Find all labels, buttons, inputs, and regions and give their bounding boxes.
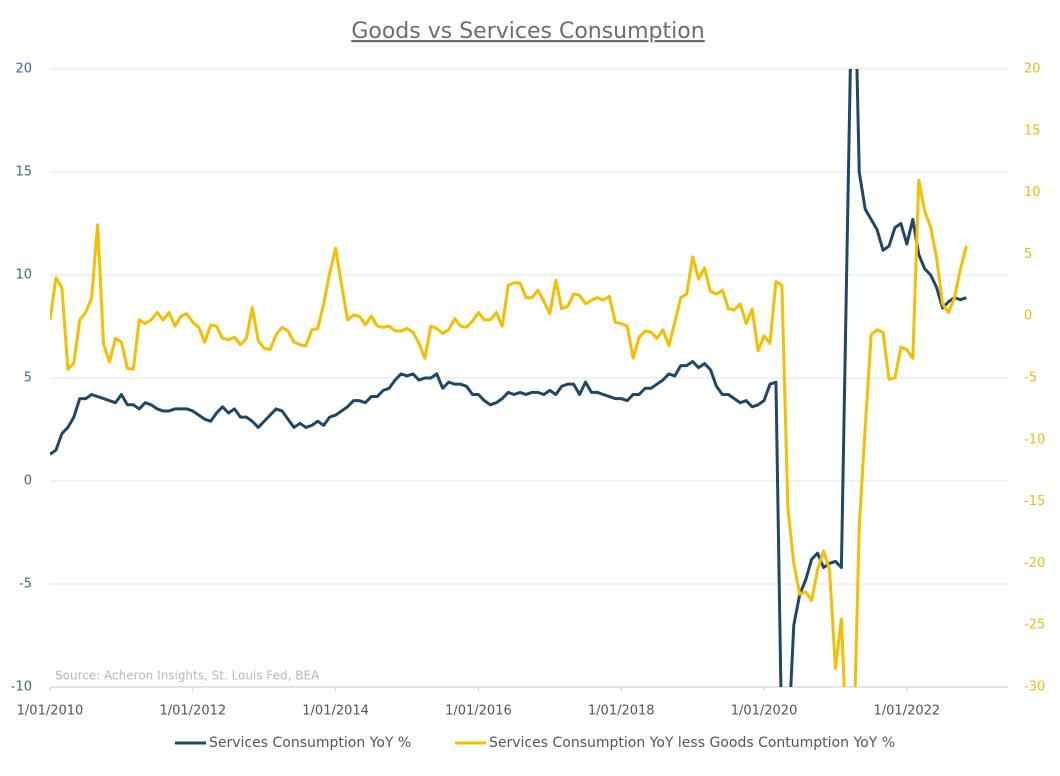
legend: Services Consumption YoY % Services Consu… (175, 735, 895, 751)
x-tick-label: 1/01/2022 (874, 704, 941, 719)
x-tick-label: 1/01/2018 (588, 704, 655, 719)
axes: -10 -5 0 5 10 15 20 -30 -25 -20 -15 -10 -5 0 5 10 15 20 1/… (11, 62, 1045, 719)
y-tick-label: 20 (15, 62, 32, 77)
y-tick-label: -5 (19, 577, 32, 592)
y2-tick-label: -20 (1024, 556, 1045, 571)
y-tick-label: 0 (24, 474, 32, 489)
y2-tick-label: -5 (1024, 371, 1037, 386)
y2-tick-label: 0 (1024, 309, 1032, 324)
series-line (50, 69, 967, 687)
series-line (50, 178, 968, 687)
legend-label: Services Consumption YoY % (209, 735, 411, 751)
y-tick-label: 10 (15, 268, 32, 283)
x-tick-label: 1/01/2020 (731, 704, 798, 719)
y2-tick-label: -30 (1024, 680, 1045, 695)
chart-title: Goods vs Services Consumption (351, 19, 704, 44)
x-tick-label: 1/01/2016 (445, 704, 512, 719)
y2-tick-label: 20 (1024, 62, 1041, 77)
grid (50, 68, 1008, 688)
x-tick-label: 1/01/2014 (302, 704, 369, 719)
source-note: Source: Acheron Insights, St. Louis Fed,… (55, 669, 320, 683)
legend-label: Services Consumption YoY less Goods Cont… (489, 735, 895, 751)
y2-tick-label: 15 (1024, 123, 1041, 138)
y-tick-label: 15 (15, 165, 32, 180)
x-tick-label: 1/01/2012 (159, 704, 226, 719)
y2-tick-label: -10 (1024, 432, 1045, 447)
y2-tick-label: -25 (1024, 618, 1045, 633)
y2-tick-label: 5 (1024, 247, 1032, 262)
y2-tick-label: 10 (1024, 185, 1041, 200)
y-tick-label: 5 (24, 371, 32, 386)
plot-area (50, 69, 968, 687)
y-tick-label: -10 (11, 680, 32, 695)
y2-tick-label: -15 (1024, 494, 1045, 509)
x-tick-label: 1/01/2010 (17, 704, 84, 719)
